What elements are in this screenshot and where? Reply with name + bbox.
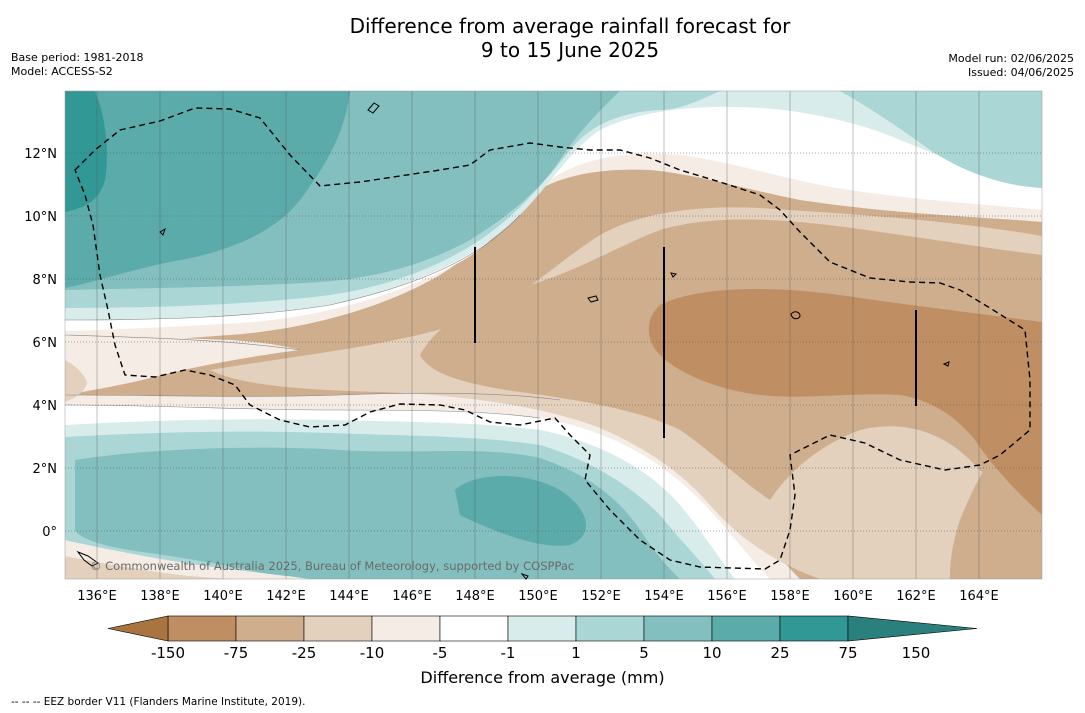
contour-line-north <box>65 214 521 351</box>
west-band-light <box>65 335 300 395</box>
lat-label: 6°N <box>33 336 58 351</box>
model-run-date: Model run: 02/06/2025 <box>948 52 1074 65</box>
lat-label: 0° <box>42 525 57 540</box>
south-band-75 <box>455 476 587 546</box>
lon-label: 156°E <box>707 589 747 604</box>
north-band-150 <box>65 91 107 212</box>
lat-label: 12°N <box>24 147 57 162</box>
eez-legend-note: -- -- -- EEZ border V11 (Flanders Marine… <box>11 696 306 708</box>
lon-label: 160°E <box>833 589 873 604</box>
lon-label: 150°E <box>518 589 558 604</box>
northeast-band-10 <box>870 91 1042 185</box>
contour-line-south <box>65 392 561 419</box>
lon-label: 142°E <box>266 589 306 604</box>
colorbar-tick-label: -25 <box>291 644 317 662</box>
eez-border <box>74 107 1031 570</box>
island-4 <box>670 272 678 278</box>
colorbar-tick-label: -75 <box>223 644 249 662</box>
longitude-labels: 136°E 138°E 140°E 142°E 144°E 146°E 148°E 150°E… <box>77 589 999 604</box>
lon-label: 154°E <box>644 589 684 604</box>
lon-label: 144°E <box>329 589 369 604</box>
lon-label: 148°E <box>455 589 495 604</box>
island-3 <box>587 295 599 303</box>
model-name: Model: ACCESS-S2 <box>11 65 113 78</box>
lon-label: 136°E <box>77 589 117 604</box>
issued-date: Issued: 04/06/2025 <box>967 66 1074 79</box>
lat-label: 4°N <box>33 399 58 414</box>
lon-label: 138°E <box>140 589 180 604</box>
title-line-1: Difference from average rainfall forecas… <box>349 14 791 38</box>
lon-label: 140°E <box>203 589 243 604</box>
island-1 <box>367 102 380 114</box>
colorbar-title: Difference from average (mm) <box>420 668 665 687</box>
colorbar-tick-label: 10 <box>702 644 722 662</box>
colorbar-segment <box>303 615 373 642</box>
colorbar <box>107 615 978 642</box>
lat-label: 10°N <box>24 210 57 225</box>
island-5 <box>790 311 801 320</box>
colorbar-segment <box>507 615 577 642</box>
lon-label: 164°E <box>959 589 999 604</box>
colorbar-tick-label: 150 <box>901 644 931 662</box>
anomaly-field <box>65 91 1042 579</box>
lon-label: 146°E <box>392 589 432 604</box>
colorbar-segment <box>779 615 849 642</box>
colorbar-segment <box>371 615 441 642</box>
colorbar-segment <box>235 615 305 642</box>
copyright-notice: © Commonwealth of Australia 2025, Bureau… <box>90 559 574 573</box>
colorbar-segment <box>643 615 713 642</box>
run-info-right: Model run: 02/06/2025 Issued: 04/06/2025 <box>948 52 1074 80</box>
colorbar-tick-label: -10 <box>359 644 385 662</box>
lon-label: 152°E <box>581 589 621 604</box>
colorbar-extend-high <box>847 615 978 642</box>
latitude-labels: 12°N 10°N 8°N 6°N 4°N 2°N 0° <box>24 147 57 540</box>
title-line-2: 9 to 15 June 2025 <box>480 38 660 62</box>
run-info-left: Base period: 1981-2018 Model: ACCESS-S2 <box>11 51 143 79</box>
graticule <box>64 90 1043 580</box>
colorbar-tick-label: -5 <box>432 644 448 662</box>
colorbar-segment <box>439 615 509 642</box>
island-2 <box>159 227 166 236</box>
colorbar-tick-label: 25 <box>770 644 790 662</box>
west-band-10 <box>65 360 87 402</box>
base-period: Base period: 1981-2018 <box>11 51 144 64</box>
colorbar-segment <box>711 615 781 642</box>
central-dry-75 <box>648 288 1042 515</box>
colorbar-segment <box>575 615 645 642</box>
vertical-markers <box>474 247 917 438</box>
lat-label: 2°N <box>33 462 58 477</box>
lon-label: 162°E <box>896 589 936 604</box>
islands <box>76 102 950 580</box>
island-8 <box>520 572 529 580</box>
lon-label: 158°E <box>770 589 810 604</box>
map-frame <box>64 90 1043 580</box>
lat-label: 8°N <box>33 273 58 288</box>
colorbar-tick-label: 5 <box>639 644 649 662</box>
colorbar-tick-label: 1 <box>571 644 581 662</box>
colorbar-extend-low <box>107 615 169 642</box>
colorbar-tick-label: -1 <box>500 644 516 662</box>
southwest-dry-2 <box>65 556 230 579</box>
colorbar-tick-label: -150 <box>150 644 186 662</box>
island-6 <box>942 361 950 367</box>
colorbar-tick-label: 75 <box>838 644 858 662</box>
colorbar-segment <box>167 615 237 642</box>
island-7 <box>76 550 99 567</box>
map-title: Difference from average rainfall forecas… <box>270 14 870 62</box>
